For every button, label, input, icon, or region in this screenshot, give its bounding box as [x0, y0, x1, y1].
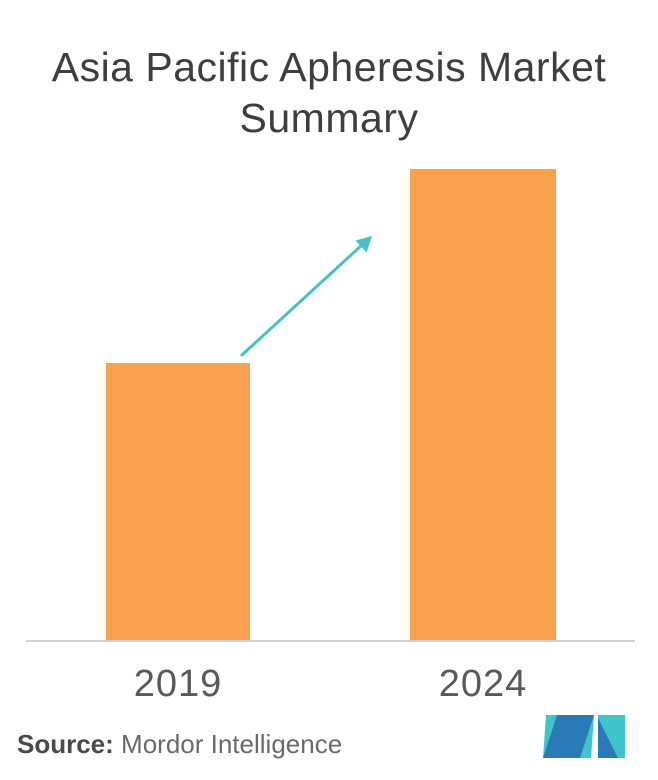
growth-arrow-head — [355, 236, 372, 253]
source-label: Source: — [17, 729, 114, 759]
chart-title-line2: Summary — [239, 95, 419, 141]
source-text: Mordor Intelligence — [121, 729, 343, 759]
growth-arrow-shaft — [240, 242, 365, 357]
x-axis-label-2019: 2019 — [133, 663, 223, 705]
x-axis-line — [26, 640, 635, 642]
mordor-intelligence-logo — [543, 715, 625, 758]
chart-title: Asia Pacific Apheresis Market Summary — [0, 42, 658, 144]
chart-title-line1: Asia Pacific Apheresis Market — [51, 44, 607, 90]
bar-2019 — [106, 363, 250, 641]
source-attribution: Source: Mordor Intelligence — [17, 729, 342, 759]
growth-arrow-icon — [240, 236, 372, 357]
x-axis-label-2024: 2024 — [438, 663, 528, 705]
bar-2024 — [410, 169, 556, 641]
logo-right-panel-blue — [598, 718, 618, 758]
logo-left-panel-blue — [543, 715, 594, 758]
